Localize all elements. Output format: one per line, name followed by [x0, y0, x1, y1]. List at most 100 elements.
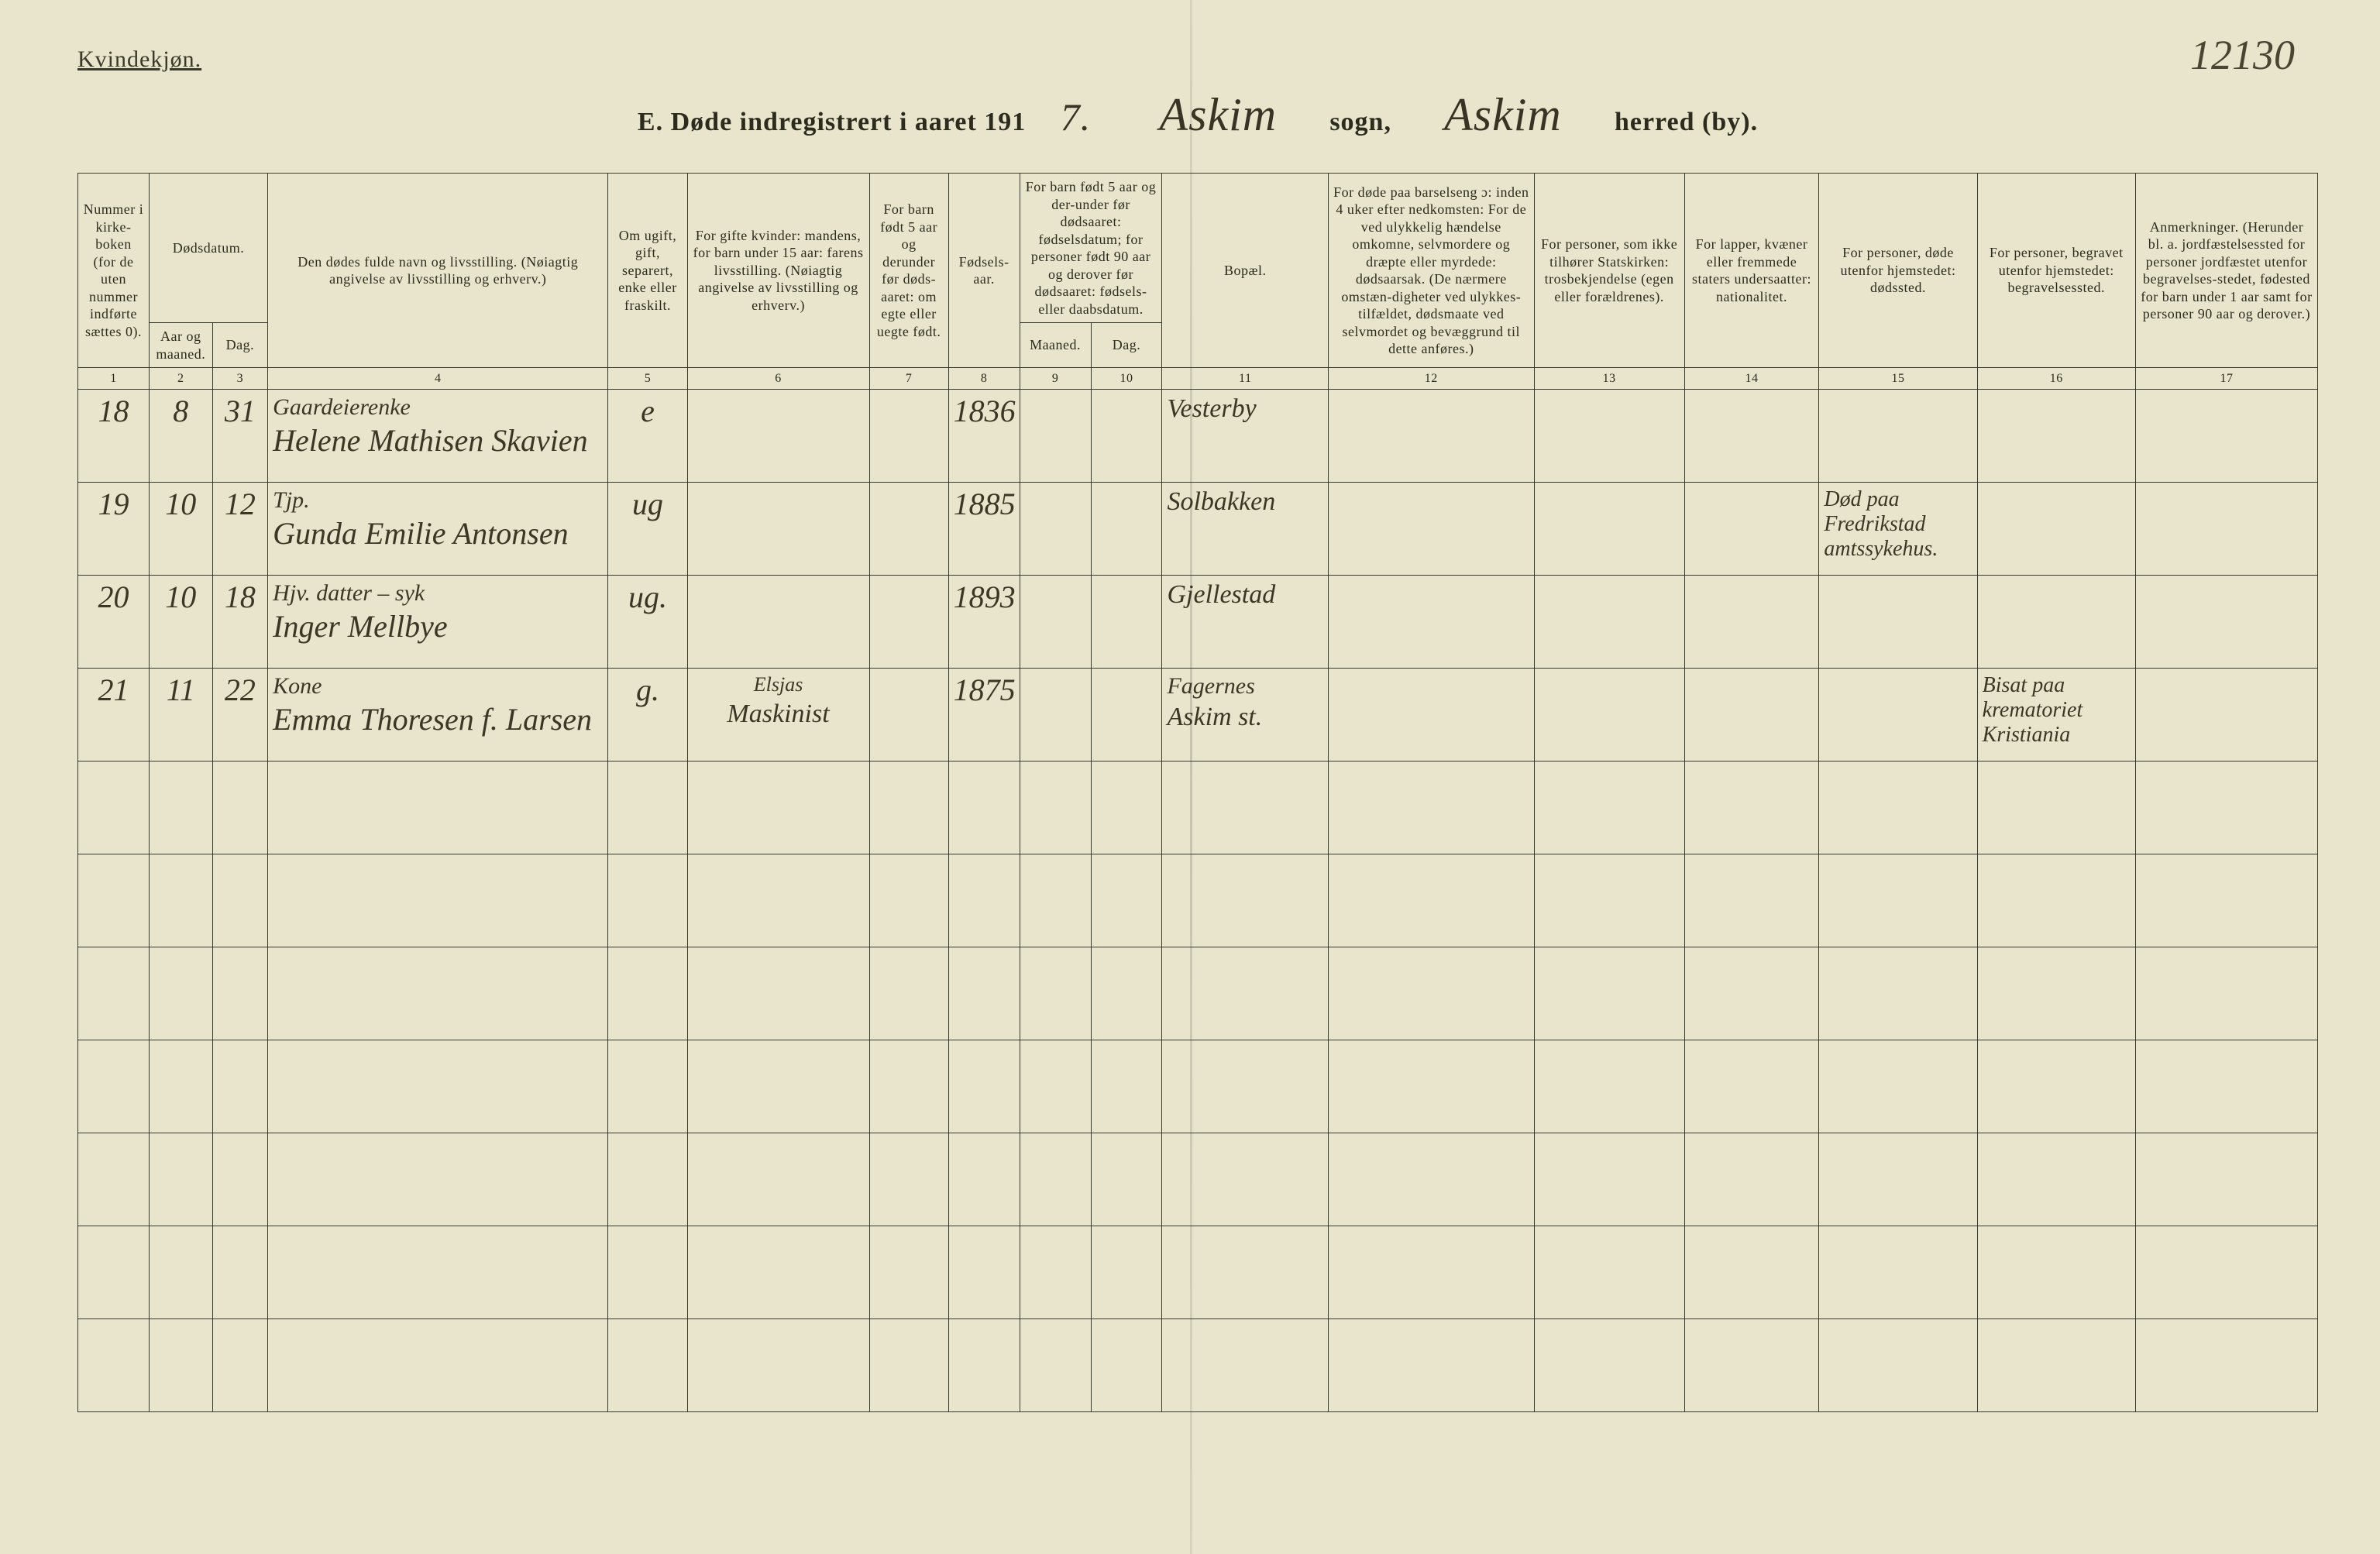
cell-blank	[2135, 1226, 2317, 1319]
cell-blank	[1977, 1319, 2135, 1412]
cell-bopael: Vesterby	[1162, 390, 1329, 483]
cell-blank	[1684, 947, 1819, 1040]
herred-label: herred (by).	[1615, 108, 1758, 137]
col-header-1: Nummer i kirke-boken (for de uten nummer…	[78, 174, 150, 368]
cell-blank	[1162, 1040, 1329, 1133]
cell-day: 18	[212, 576, 268, 669]
table-row-blank	[78, 762, 2318, 854]
table-row-blank	[78, 1040, 2318, 1133]
col-header-4: Den dødes fulde navn og livsstilling. (N…	[268, 174, 608, 368]
cell-blank	[948, 1319, 1020, 1412]
cell-blank	[78, 1226, 150, 1319]
col-header-9-10-top: For barn født 5 aar og der-under før død…	[1020, 174, 1162, 323]
cell-blank	[1020, 1226, 1091, 1319]
cell-col13	[1534, 669, 1684, 762]
cell-blank	[268, 762, 608, 854]
col-header-16: For personer, begravet utenfor hjemstede…	[1977, 174, 2135, 368]
cell-col6	[687, 483, 869, 576]
cell-blank	[268, 1226, 608, 1319]
cell-blank	[1977, 1226, 2135, 1319]
cell-blank	[608, 1040, 687, 1133]
cell-blank	[1977, 762, 2135, 854]
cell-status: ug	[608, 483, 687, 576]
cell-col10	[1091, 576, 1162, 669]
col-header-15: For personer, døde utenfor hjemstedet: d…	[1819, 174, 1977, 368]
cell-blank	[1091, 1319, 1162, 1412]
cell-col13	[1534, 483, 1684, 576]
cell-col12	[1329, 669, 1535, 762]
col-header-14: For lapper, kvæner eller fremmede stater…	[1684, 174, 1819, 368]
col-num: 1	[78, 368, 150, 390]
col-header-8: Fødsels-aar.	[948, 174, 1020, 368]
cell-col10	[1091, 669, 1162, 762]
cell-col14	[1684, 390, 1819, 483]
cell-blank	[1162, 762, 1329, 854]
sogn-label: sogn,	[1329, 108, 1391, 137]
cell-col16	[1977, 576, 2135, 669]
cell-blank	[1819, 1133, 1977, 1226]
herred-name: Askim	[1410, 88, 1596, 142]
cell-name: KoneEmma Thoresen f. Larsen	[268, 669, 608, 762]
col-header-12: For døde paa barselseng ɔ: inden 4 uker …	[1329, 174, 1535, 368]
cell-birthyear: 1893	[948, 576, 1020, 669]
cell-col15	[1819, 669, 1977, 762]
cell-blank	[1684, 1040, 1819, 1133]
cell-blank	[1091, 947, 1162, 1040]
cell-blank	[1020, 854, 1091, 947]
cell-blank	[948, 854, 1020, 947]
cell-birthyear: 1875	[948, 669, 1020, 762]
cell-blank	[1329, 1133, 1535, 1226]
table-row: 191012Tjp.Gunda Emilie Antonsenug1885Sol…	[78, 483, 2318, 576]
cell-blank	[212, 854, 268, 947]
cell-col9	[1020, 669, 1091, 762]
cell-blank	[1091, 1040, 1162, 1133]
cell-blank	[687, 1040, 869, 1133]
cell-blank	[869, 762, 948, 854]
cell-blank	[869, 1133, 948, 1226]
cell-blank	[1020, 1319, 1091, 1412]
col-header-3: Dag.	[212, 323, 268, 368]
cell-blank	[2135, 762, 2317, 854]
cell-blank	[687, 762, 869, 854]
cell-col14	[1684, 483, 1819, 576]
cell-blank	[1162, 1319, 1329, 1412]
cell-month: 10	[149, 483, 212, 576]
col-header-13: For personer, som ikke tilhører Statskir…	[1534, 174, 1684, 368]
cell-col12	[1329, 390, 1535, 483]
cell-bopael: Solbakken	[1162, 483, 1329, 576]
cell-blank	[687, 1133, 869, 1226]
col-header-17: Anmerkninger. (Herunder bl. a. jordfæste…	[2135, 174, 2317, 368]
cell-blank	[78, 1319, 150, 1412]
col-num: 7	[869, 368, 948, 390]
col-header-6: For gifte kvinder: mandens, for barn und…	[687, 174, 869, 368]
col-num: 11	[1162, 368, 1329, 390]
cell-blank	[608, 947, 687, 1040]
cell-blank	[1162, 854, 1329, 947]
col-num: 5	[608, 368, 687, 390]
col-header-7: For barn født 5 aar og derunder før døds…	[869, 174, 948, 368]
cell-blank	[1534, 854, 1684, 947]
cell-col12	[1329, 576, 1535, 669]
cell-col17	[2135, 390, 2317, 483]
cell-col12	[1329, 483, 1535, 576]
col-num: 14	[1684, 368, 1819, 390]
cell-blank	[212, 1133, 268, 1226]
cell-blank	[1819, 947, 1977, 1040]
cell-col7	[869, 483, 948, 576]
cell-blank	[212, 947, 268, 1040]
cell-blank	[1329, 854, 1535, 947]
cell-blank	[1534, 1226, 1684, 1319]
cell-blank	[268, 1040, 608, 1133]
cell-blank	[1684, 1226, 1819, 1319]
cell-blank	[149, 1040, 212, 1133]
col-num: 13	[1534, 368, 1684, 390]
title-line: E. Døde indregistrert i aaret 191 7. Ask…	[77, 88, 2318, 142]
cell-blank	[1977, 947, 2135, 1040]
cell-blank	[78, 1040, 150, 1133]
cell-blank	[1162, 947, 1329, 1040]
cell-blank	[687, 854, 869, 947]
col-num: 2	[149, 368, 212, 390]
col-header-10: Dag.	[1091, 323, 1162, 368]
cell-status: e	[608, 390, 687, 483]
cell-blank	[1534, 1133, 1684, 1226]
